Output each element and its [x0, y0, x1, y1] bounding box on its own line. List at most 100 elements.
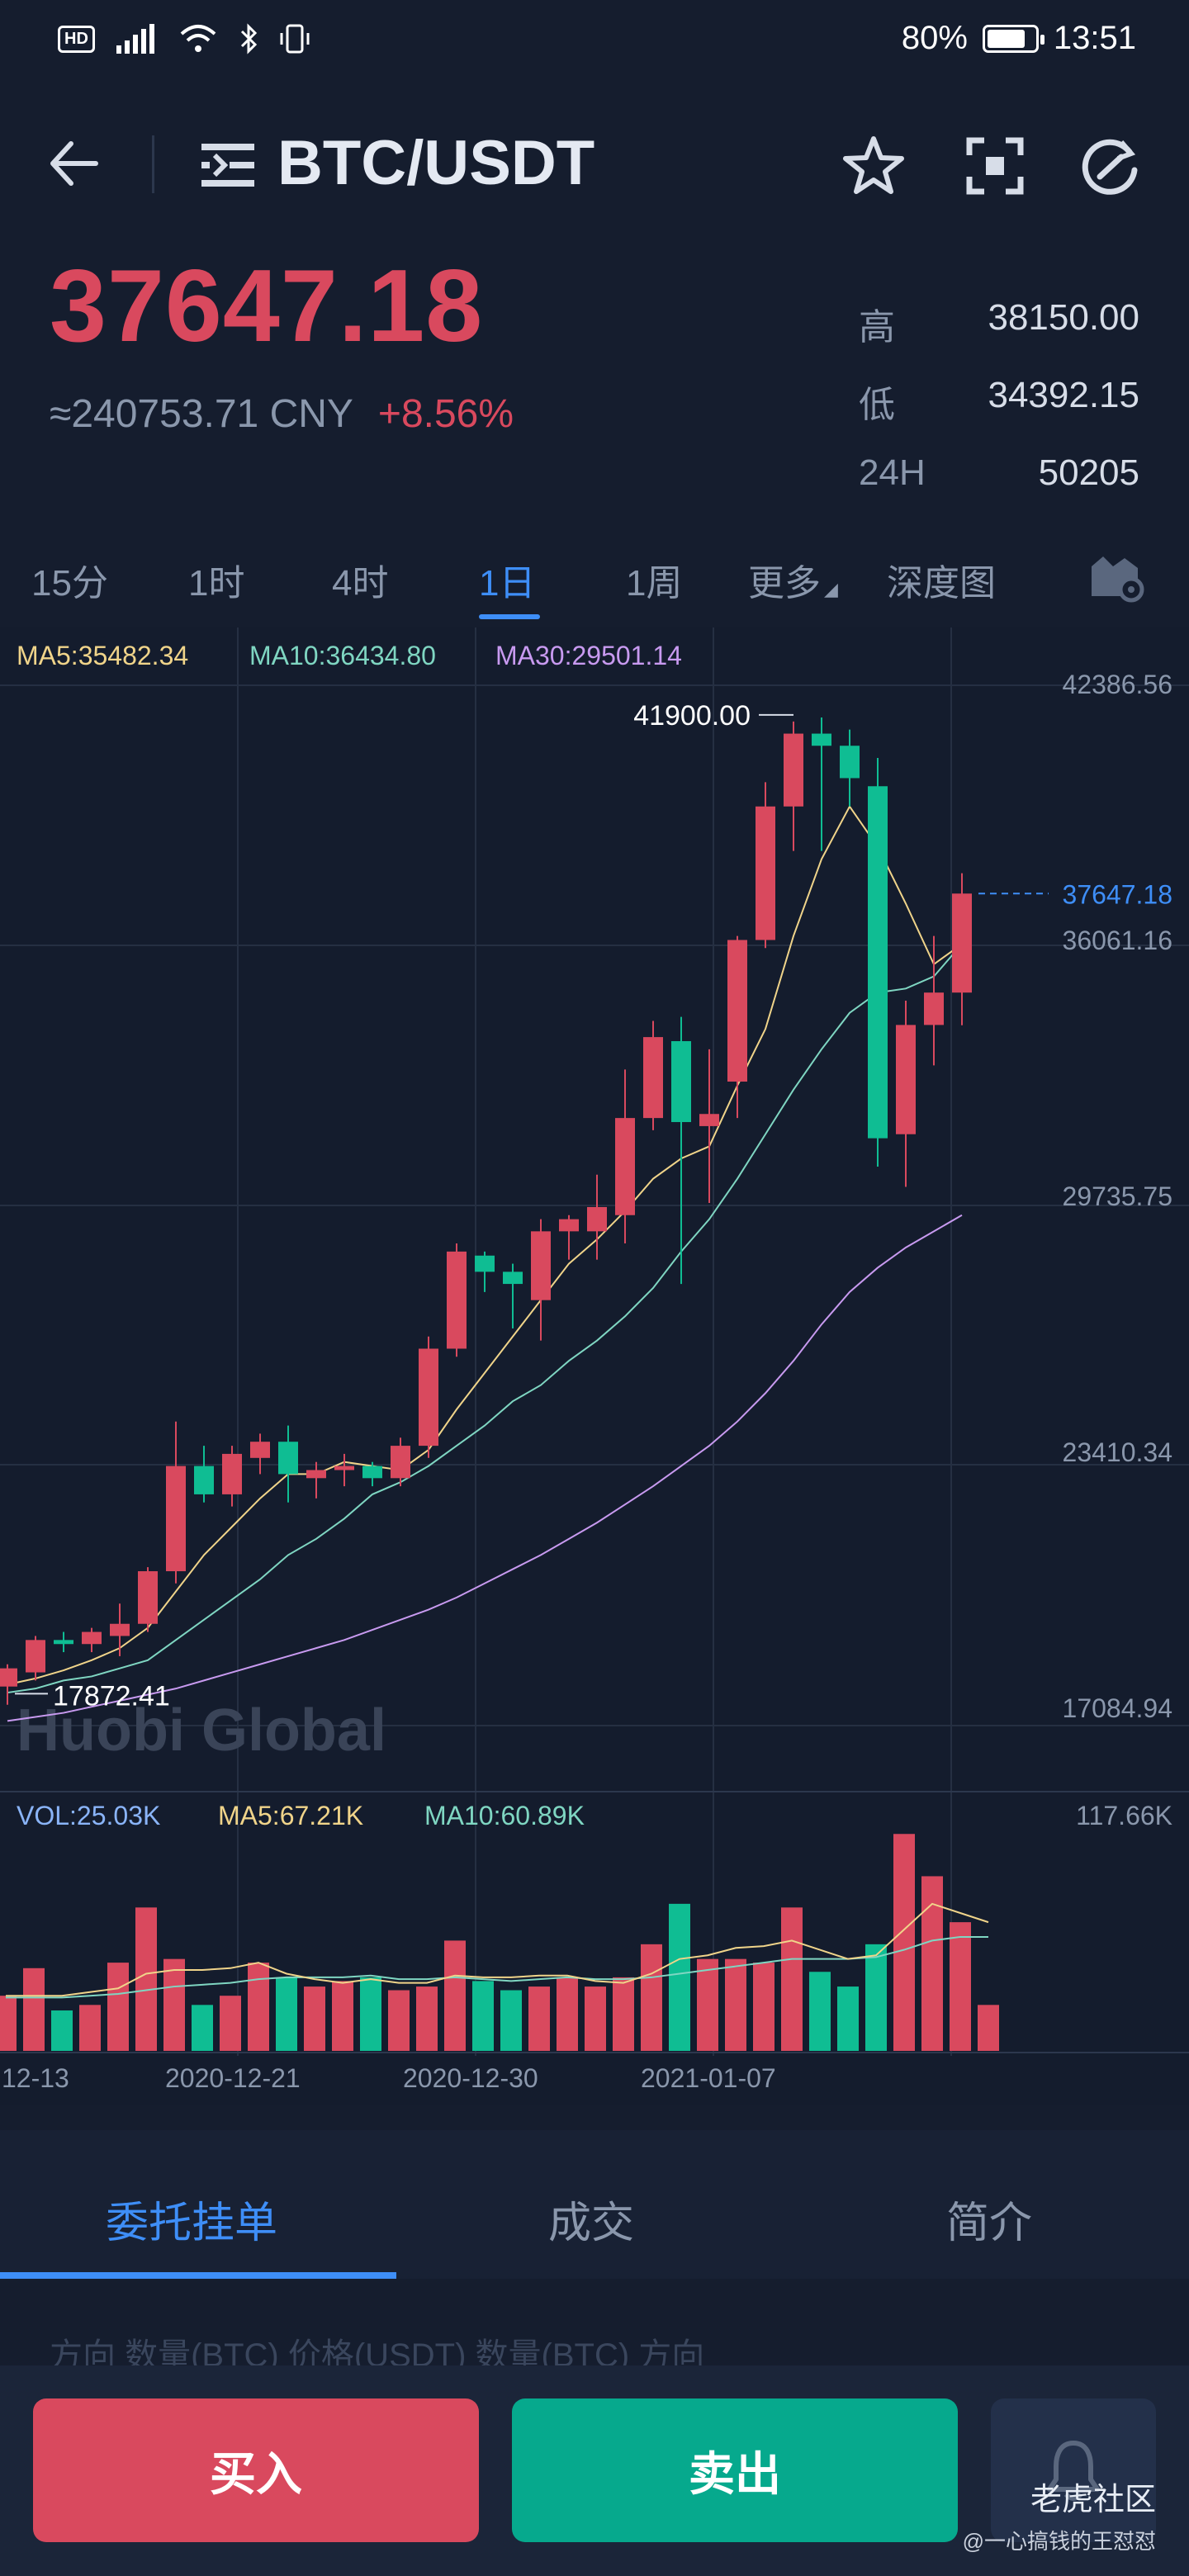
candle-body: [868, 786, 888, 1139]
candle-body: [110, 1623, 130, 1636]
volume-bar: [725, 1958, 746, 2051]
chart-watermark: Huobi Global: [17, 1698, 386, 1764]
tab-intro[interactable]: 简介: [946, 2200, 1033, 2247]
ma30-label: MA30:29501.14: [495, 641, 682, 670]
stat-value: 50205: [1038, 452, 1139, 493]
volume-bar: [528, 1986, 550, 2051]
change-percent: +8.56%: [377, 392, 514, 436]
status-bar: HD 80% 13:51: [0, 0, 1189, 83]
refresh-icon[interactable]: [1078, 135, 1141, 198]
tab-15m[interactable]: 15分: [31, 563, 108, 604]
candle-body: [840, 746, 860, 779]
battery-percent: 80%: [901, 20, 968, 56]
candle-body: [699, 1114, 719, 1126]
buy-button[interactable]: 买入: [33, 2398, 479, 2542]
signal-icon: [116, 24, 154, 54]
volume-bar: [192, 2005, 213, 2051]
candle-body: [26, 1640, 45, 1673]
battery-fill: [987, 29, 1025, 48]
candle-body: [447, 1251, 467, 1349]
volume-bars: [0, 1834, 999, 2051]
star-icon[interactable]: [842, 135, 905, 195]
menu-icon[interactable]: [201, 142, 259, 188]
ma5-label: MA5:35482.34: [17, 641, 188, 670]
candle-body: [278, 1442, 298, 1475]
volume-bar: [388, 1990, 410, 2051]
volume-bar: [360, 1977, 381, 2051]
candle-body: [82, 1631, 102, 1645]
volume-bar: [163, 1958, 185, 2051]
tab-trades[interactable]: 成交: [548, 2200, 635, 2247]
hd-badge: HD: [58, 25, 95, 53]
y-axis-label: 36061.16: [1063, 926, 1172, 955]
alert-button[interactable]: [991, 2398, 1156, 2542]
tab-depth[interactable]: 深度图: [887, 563, 996, 604]
tab-more-label: 更多: [748, 563, 821, 604]
candle-body: [250, 1442, 270, 1458]
volume-bar: [23, 1968, 45, 2051]
candle-body: [166, 1466, 186, 1572]
candle-body: [334, 1466, 354, 1470]
tab-more[interactable]: 更多 ◢: [748, 553, 838, 606]
y-axis-label: 42386.56: [1063, 670, 1172, 699]
site-watermark: 老虎社区: [1030, 2483, 1156, 2517]
tab-orders[interactable]: 委托挂单: [106, 2200, 278, 2247]
stat-24h: 24H 50205: [859, 452, 1139, 530]
candle-body: [896, 1025, 916, 1134]
tab-1w[interactable]: 1周: [626, 563, 683, 604]
candle-body: [419, 1348, 438, 1447]
volume-bar: [837, 1986, 859, 2051]
kline-chart[interactable]: Huobi Global 42386.56 36061.16 29735.75 234…: [0, 627, 1189, 2105]
candle-body: [812, 733, 831, 746]
chart-grid: [0, 627, 1189, 2056]
stat-value: 38150.00: [988, 297, 1139, 338]
candle-body: [475, 1255, 495, 1272]
candle-body: [54, 1640, 73, 1645]
volume-bar: [669, 1903, 690, 2051]
stat-low: 低 34392.15: [859, 375, 1139, 452]
back-arrow-icon[interactable]: [46, 139, 104, 188]
volume-bar: [950, 1922, 971, 2051]
vol-ma5-label: MA5:67.21K: [218, 1801, 363, 1830]
cny-price: ≈240753.71 CNY: [50, 392, 353, 436]
y-axis-label: 29735.75: [1063, 1181, 1172, 1211]
high-marker-label: 41900.00: [633, 700, 751, 732]
candles: [0, 717, 972, 1705]
ma5-line: [7, 804, 963, 1686]
axis-labels: 42386.56 36061.16 29735.75 23410.34 17084.94…: [2, 670, 1172, 2093]
last-price: 37647.18: [50, 249, 484, 363]
divider: [152, 135, 154, 193]
x-axis-label: 2021-01-07: [641, 2063, 776, 2093]
status-right: 80% 13:51: [902, 20, 1136, 57]
candle-body: [924, 992, 944, 1025]
tab-4h[interactable]: 4时: [332, 563, 389, 604]
volume-bar: [107, 1963, 129, 2051]
volume-bar: [220, 1996, 241, 2051]
volume-bar: [472, 1981, 494, 2051]
candle-body: [559, 1219, 579, 1232]
candle-body: [138, 1571, 158, 1624]
vol-max-label: 117.66K: [1076, 1801, 1172, 1830]
chart-settings-icon[interactable]: [1088, 550, 1146, 603]
ma30-line: [7, 1214, 963, 1722]
volume-bar: [781, 1907, 803, 2051]
tab-1d[interactable]: 1日: [479, 563, 536, 604]
candle-body: [306, 1470, 326, 1479]
y-axis-label: 17084.94: [1063, 1693, 1172, 1723]
tab-1h[interactable]: 1时: [188, 563, 245, 604]
volume-bar: [248, 1963, 269, 2051]
candle-body: [194, 1466, 214, 1494]
clock: 13:51: [1053, 20, 1136, 56]
volume-bar: [500, 1990, 522, 2051]
x-axis-label: 12-13: [2, 2063, 69, 2093]
cny-price-line: ≈240753.71 CNY +8.56%: [50, 391, 514, 437]
stat-high: 高 38150.00: [859, 297, 1139, 375]
chart-area[interactable]: Huobi Global 42386.56 36061.16 29735.75 234…: [0, 627, 1189, 2105]
candle-body: [531, 1231, 551, 1300]
pair-title[interactable]: BTC/USDT: [277, 128, 595, 198]
vol-ma10-line: [6, 1935, 988, 1999]
scan-icon[interactable]: [966, 137, 1024, 195]
candle-body: [671, 1041, 691, 1123]
sell-button[interactable]: 卖出: [512, 2398, 958, 2542]
volume-bar: [585, 1986, 606, 2051]
